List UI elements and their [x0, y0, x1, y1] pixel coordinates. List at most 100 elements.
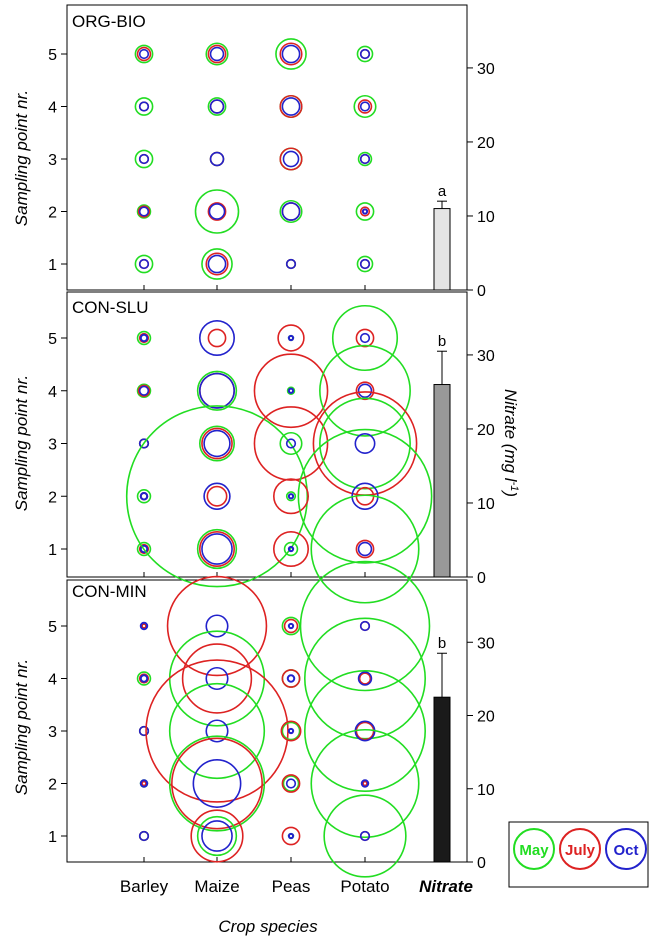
bubble-may — [136, 204, 152, 219]
bubble-july — [312, 391, 418, 496]
bubble-may — [331, 304, 399, 372]
y-tick-label: 3 — [48, 152, 57, 169]
bubble-may — [134, 149, 154, 169]
y2-tick-label: 20 — [477, 135, 495, 152]
bubble-oct — [205, 614, 229, 638]
bubble-may — [134, 254, 154, 274]
bubble-may — [168, 735, 266, 832]
bubble-july — [358, 672, 372, 685]
bubbles — [125, 38, 433, 878]
category-label-maize: Maize — [194, 877, 239, 896]
bubble-july — [357, 99, 373, 114]
bubble-oct — [139, 492, 149, 501]
y2-tick-label: 10 — [477, 496, 495, 513]
bubble-july — [355, 721, 375, 741]
bubble-may — [286, 386, 296, 395]
bubble-oct — [281, 97, 301, 116]
bubble-july — [145, 659, 289, 803]
bubble-oct — [139, 333, 149, 343]
bubble-july — [138, 332, 150, 344]
bubble-may — [281, 616, 301, 636]
bubble-oct — [357, 671, 373, 686]
bubble-oct — [287, 727, 295, 735]
panel-title-con-min: CON-MIN — [72, 582, 147, 601]
axis-ticks: 1 2 3 4 5 0 10 20 30 1 2 3 4 5 0 10 20 30 1 2 3 4 5 0 10 20 30 — [48, 47, 495, 872]
bubble-july — [166, 575, 268, 677]
legend-may-circle — [513, 828, 555, 870]
y-axis-label-con-min: Sampling point nr. — [12, 659, 31, 795]
bubble-oct — [287, 493, 295, 500]
bubble-may — [196, 815, 238, 857]
y2-tick-label: 30 — [477, 635, 495, 652]
bubble-may — [196, 528, 238, 570]
y-tick-label: 5 — [48, 331, 57, 348]
y-tick-label: 4 — [48, 672, 57, 689]
bubble-may — [357, 151, 373, 167]
y-tick-label: 1 — [48, 829, 57, 846]
y2-tick-label: 10 — [477, 782, 495, 799]
category-label-potato: Potato — [340, 877, 389, 896]
panel-frame — [66, 4, 468, 291]
bubble-oct — [139, 674, 149, 683]
bubble-july — [359, 206, 371, 217]
y2-axis-label-close: ) — [501, 489, 520, 497]
legend-frame — [508, 821, 649, 888]
bubble-may — [194, 189, 240, 234]
bubble-oct — [201, 820, 233, 852]
y2-tick-label: 30 — [477, 348, 495, 365]
y-axis-label-org-bio: Sampling point nr. — [12, 90, 31, 226]
bubble-july — [355, 328, 375, 348]
bubble-may — [323, 794, 407, 878]
bubble-oct — [359, 153, 371, 165]
bubble-may — [319, 344, 411, 437]
bubble-may — [355, 202, 375, 221]
category-label-peas: Peas — [272, 877, 311, 896]
bubble-oct — [209, 46, 225, 62]
y-tick-label: 1 — [48, 542, 57, 559]
bubble-oct — [285, 778, 297, 789]
bubble-may — [205, 42, 229, 66]
category-labels: Barley Maize Peas Potato Nitrate — [120, 877, 473, 896]
bubble-july — [207, 44, 227, 64]
bubble-oct — [139, 544, 149, 554]
bubble-oct — [138, 438, 150, 449]
bubble-july — [181, 643, 253, 714]
bubble-oct — [138, 206, 150, 217]
bubble-may — [136, 488, 152, 504]
bubble-oct — [359, 332, 371, 344]
bubble-oct — [357, 541, 373, 557]
y2-tick-label: 20 — [477, 709, 495, 726]
bubble-oct — [359, 620, 371, 632]
bubble-may — [353, 94, 377, 119]
nitrate-bar — [433, 208, 451, 291]
bubble-may — [281, 721, 301, 741]
bubble-july — [279, 94, 303, 119]
panel-frames — [66, 4, 468, 863]
bubble-may — [279, 431, 303, 456]
bubble-oct — [285, 258, 297, 270]
bubble-july — [281, 826, 301, 846]
bubble-oct — [287, 622, 295, 630]
bubble-july — [361, 780, 369, 787]
category-label-nitrate: Nitrate — [419, 877, 473, 896]
bubble-july — [277, 324, 305, 352]
y2-tick-label: 0 — [477, 855, 486, 872]
legend-july-circle — [559, 828, 601, 870]
bubble-oct — [282, 150, 300, 168]
y-tick-label: 5 — [48, 47, 57, 64]
bubble-may — [310, 728, 420, 839]
bubble-may — [282, 775, 300, 792]
bubble-may — [168, 630, 266, 727]
bubble-july — [280, 720, 302, 742]
bubble-oct — [361, 208, 369, 215]
bubble-july — [281, 774, 301, 793]
bubble-may — [303, 669, 426, 792]
panel-title-con-slu: CON-SLU — [72, 298, 149, 317]
bubble-oct — [207, 254, 227, 274]
bubble-july — [281, 669, 301, 688]
bubble-oct — [139, 621, 149, 631]
bubble-july — [205, 252, 229, 276]
y2-tick-label: 10 — [477, 209, 495, 226]
bubble-july — [279, 42, 303, 66]
bubble-oct — [138, 101, 150, 112]
